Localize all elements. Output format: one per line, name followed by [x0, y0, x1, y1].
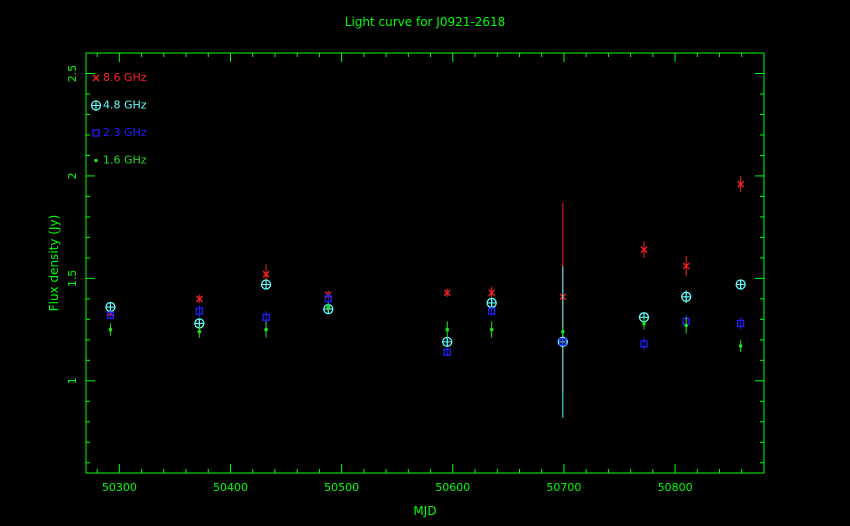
- data-point: [445, 327, 450, 332]
- x-axis-label: MJD: [413, 504, 436, 518]
- data-point-plus: [736, 280, 746, 290]
- data-point: [559, 338, 567, 346]
- data-point: [488, 307, 496, 315]
- data-point-plus: [261, 280, 271, 290]
- data-point-plus: [442, 337, 452, 347]
- data-point: [106, 311, 115, 319]
- data-point: [262, 313, 270, 321]
- legend-label: 2.3 GHz: [103, 126, 147, 139]
- legend-label: 1.6 GHz: [103, 154, 147, 167]
- legend-marker: [90, 100, 102, 111]
- data-point: [262, 270, 270, 278]
- data-point: [488, 289, 496, 297]
- y-tick-label: 1: [66, 377, 79, 384]
- x-tick-label: 50800: [658, 481, 693, 494]
- data-point: [105, 301, 116, 313]
- data-point: [197, 329, 202, 334]
- data-marks: [105, 175, 746, 418]
- data-point: [324, 295, 332, 303]
- data-point: [735, 279, 746, 290]
- x-tick-label: 50500: [324, 481, 359, 494]
- data-point: [195, 307, 204, 315]
- data-point: [443, 289, 451, 297]
- y-tick-label: 2.5: [66, 65, 79, 83]
- data-point: [489, 327, 494, 332]
- legend-label: 8.6 GHz: [103, 71, 147, 84]
- x-tick-label: 50400: [213, 481, 248, 494]
- data-point: [195, 295, 203, 303]
- data-point: [486, 297, 497, 309]
- data-point: [561, 329, 565, 334]
- data-point: [640, 246, 648, 254]
- legend-label: 4.8 GHz: [103, 99, 147, 112]
- data-point: [737, 180, 745, 188]
- axis-ticks: 50300 50400 50500 50600 50700 50800 1 1.5 2 2.5: [66, 52, 765, 494]
- y-axis-label: Flux density (Jy): [47, 215, 61, 312]
- data-point: [684, 323, 688, 328]
- data-point: [738, 344, 743, 348]
- x-tick-label: 50300: [102, 481, 137, 494]
- data-point: [640, 340, 648, 348]
- data-point-plus: [105, 302, 115, 312]
- legend-marker-plus: [91, 101, 101, 110]
- series-1-6-ghz: [108, 302, 743, 353]
- data-point: [108, 327, 113, 332]
- y-tick-label: 1.5: [66, 270, 79, 288]
- legend: 8.6 GHz 4.8 GHz 2.3 GHz 1.6 GHz: [90, 71, 147, 167]
- data-point: [442, 336, 453, 348]
- data-point-plus: [681, 292, 691, 302]
- legend-marker: [94, 158, 98, 163]
- y-tick-label: 2: [66, 172, 79, 179]
- plot-frame: [85, 52, 765, 474]
- data-point: [326, 305, 331, 309]
- legend-marker: [92, 129, 100, 137]
- data-point: [264, 327, 268, 332]
- x-tick-label: 50700: [546, 481, 581, 494]
- data-point: [682, 262, 690, 270]
- data-point-plus: [487, 298, 497, 308]
- data-point: [681, 291, 692, 302]
- data-point: [443, 348, 451, 356]
- data-point: [260, 279, 272, 290]
- data-point: [737, 319, 745, 328]
- legend-marker: [92, 74, 100, 82]
- x-tick-label: 50600: [435, 481, 470, 494]
- data-point: [642, 321, 646, 326]
- chart-title: Light curve for J0921-2618: [345, 15, 505, 29]
